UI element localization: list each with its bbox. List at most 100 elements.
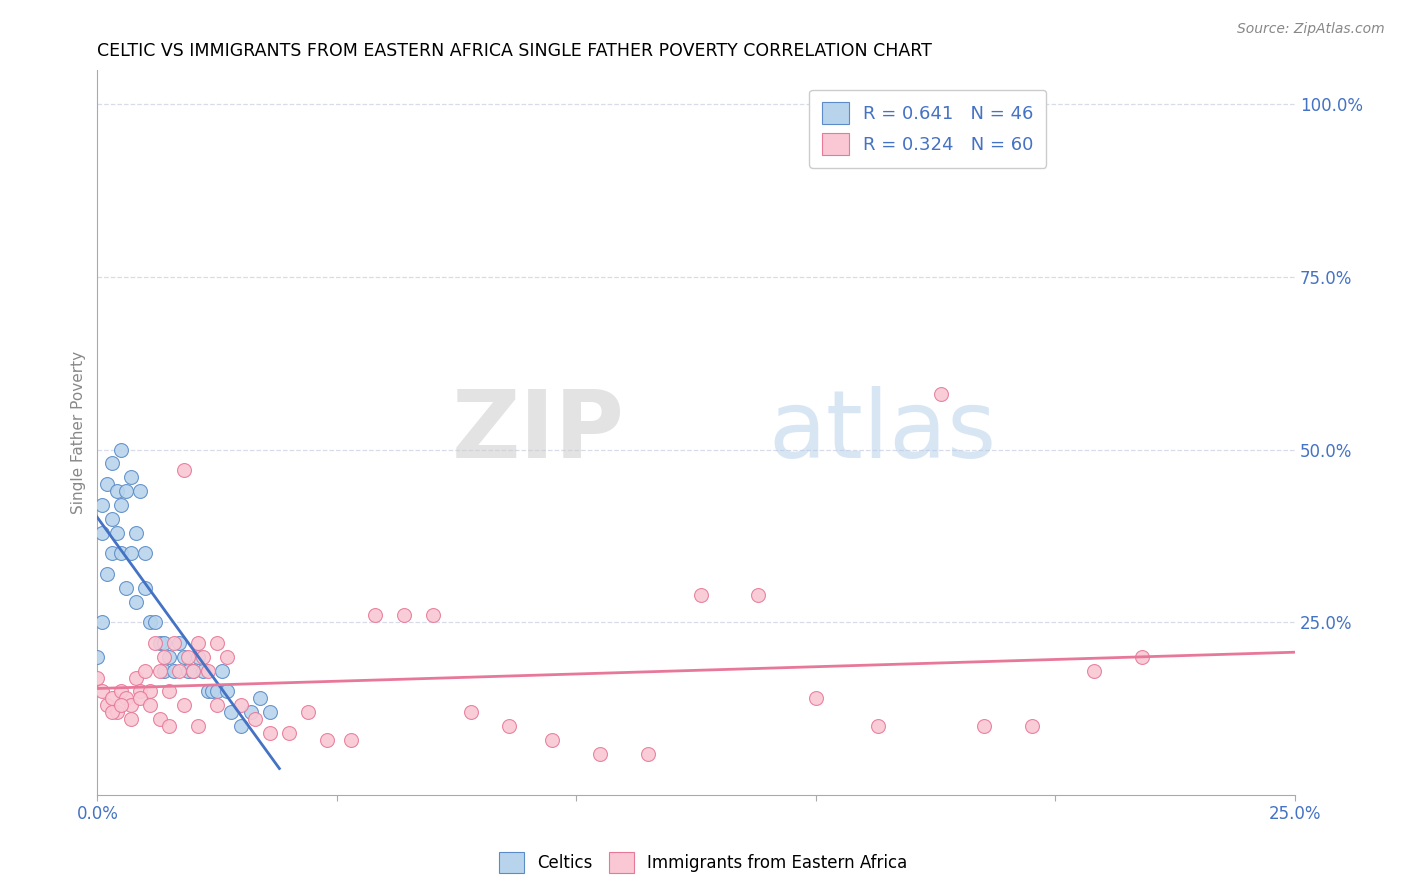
Point — [134, 664, 156, 678]
Point — [229, 698, 252, 713]
Point — [163, 664, 186, 678]
Point — [120, 698, 142, 713]
Legend: Celtics, Immigrants from Eastern Africa: Celtics, Immigrants from Eastern Africa — [492, 846, 914, 880]
Point — [181, 664, 204, 678]
Text: CELTIC VS IMMIGRANTS FROM EASTERN AFRICA SINGLE FATHER POVERTY CORRELATION CHART: CELTIC VS IMMIGRANTS FROM EASTERN AFRICA… — [97, 42, 932, 60]
Point — [205, 636, 228, 650]
Point — [91, 525, 114, 540]
Point — [1083, 664, 1105, 678]
Point — [239, 705, 262, 719]
Legend: R = 0.641   N = 46, R = 0.324   N = 60: R = 0.641 N = 46, R = 0.324 N = 60 — [810, 89, 1046, 168]
Point — [100, 691, 122, 706]
Point — [110, 442, 132, 457]
Point — [167, 636, 190, 650]
Point — [139, 615, 162, 630]
Point — [124, 594, 146, 608]
Point — [392, 608, 415, 623]
Point — [589, 747, 612, 761]
Point — [139, 698, 162, 713]
Point — [278, 726, 301, 740]
Point — [211, 664, 233, 678]
Point — [115, 691, 138, 706]
Point — [316, 732, 339, 747]
Point — [96, 698, 118, 713]
Point — [460, 705, 482, 719]
Point — [91, 615, 114, 630]
Point — [105, 525, 128, 540]
Point — [181, 664, 204, 678]
Point — [100, 705, 122, 719]
Text: Source: ZipAtlas.com: Source: ZipAtlas.com — [1237, 22, 1385, 37]
Point — [191, 664, 214, 678]
Point — [637, 747, 659, 761]
Point — [96, 566, 118, 581]
Point — [157, 649, 180, 664]
Point — [173, 649, 195, 664]
Point — [139, 684, 162, 698]
Point — [153, 649, 176, 664]
Point — [177, 664, 200, 678]
Point — [100, 457, 122, 471]
Point — [197, 684, 219, 698]
Point — [1021, 719, 1043, 733]
Point — [215, 649, 238, 664]
Point — [201, 684, 224, 698]
Point — [973, 719, 995, 733]
Point — [120, 470, 142, 484]
Point — [157, 719, 180, 733]
Point — [215, 684, 238, 698]
Point — [91, 684, 114, 698]
Point — [115, 484, 138, 499]
Point — [245, 712, 267, 726]
Point — [259, 726, 281, 740]
Point — [124, 671, 146, 685]
Point — [153, 664, 176, 678]
Point — [120, 546, 142, 560]
Point — [1130, 649, 1153, 664]
Point — [129, 691, 152, 706]
Point — [177, 649, 200, 664]
Point — [110, 498, 132, 512]
Point — [541, 732, 564, 747]
Point — [690, 588, 713, 602]
Point — [205, 684, 228, 698]
Point — [105, 705, 128, 719]
Point — [110, 698, 132, 713]
Point — [110, 546, 132, 560]
Point — [124, 525, 146, 540]
Point — [120, 712, 142, 726]
Point — [115, 581, 138, 595]
Point — [249, 691, 271, 706]
Point — [191, 649, 214, 664]
Point — [197, 664, 219, 678]
Y-axis label: Single Father Poverty: Single Father Poverty — [72, 351, 86, 514]
Point — [205, 698, 228, 713]
Text: atlas: atlas — [768, 386, 997, 478]
Point — [187, 719, 209, 733]
Point — [167, 664, 190, 678]
Point — [149, 636, 172, 650]
Point — [297, 705, 319, 719]
Point — [153, 636, 176, 650]
Point — [747, 588, 769, 602]
Point — [100, 546, 122, 560]
Point — [143, 636, 166, 650]
Point — [149, 664, 172, 678]
Text: ZIP: ZIP — [451, 386, 624, 478]
Point — [86, 649, 108, 664]
Point — [498, 719, 520, 733]
Point — [229, 719, 252, 733]
Point — [86, 671, 108, 685]
Point — [100, 512, 122, 526]
Point — [134, 581, 156, 595]
Point — [187, 636, 209, 650]
Point — [129, 684, 152, 698]
Point — [129, 484, 152, 499]
Point — [96, 477, 118, 491]
Point — [105, 484, 128, 499]
Point — [929, 387, 952, 401]
Point — [259, 705, 281, 719]
Point — [221, 705, 243, 719]
Point — [173, 463, 195, 477]
Point — [868, 719, 890, 733]
